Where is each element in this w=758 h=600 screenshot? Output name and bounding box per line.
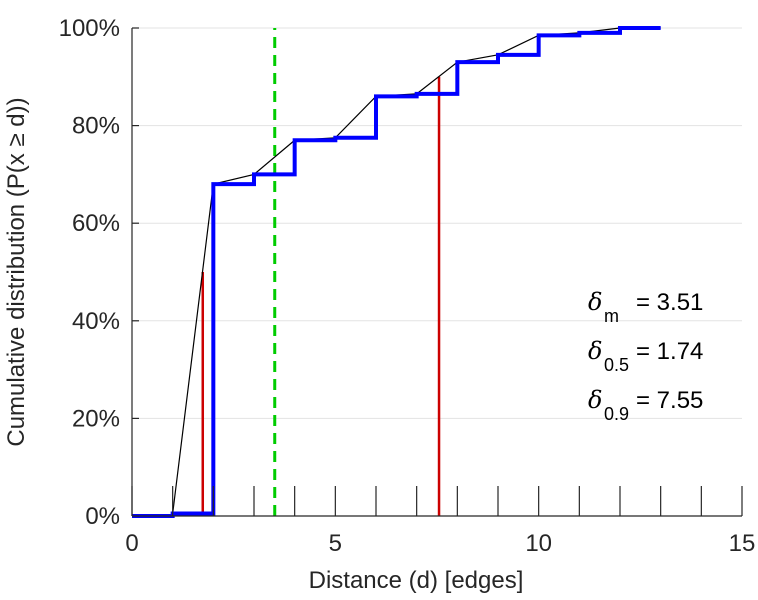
delta-annotations: δ m = 3.51δ 0.5 = 1.74δ 0.9 = 7.55 (588, 288, 703, 424)
series-lines (132, 26, 661, 518)
x-tick-label-1: 5 (329, 530, 342, 557)
annotation-0: δ m = 3.51 (588, 288, 703, 326)
x-tick-label-3: 15 (729, 530, 756, 557)
y-tick-label-5: 100% (59, 15, 120, 42)
annotation-2: δ 0.9 = 7.55 (588, 386, 703, 424)
step-cdf-line (132, 26, 661, 518)
x-tick-label-0: 0 (125, 530, 138, 557)
smooth-cdf-line (172, 27, 661, 514)
y-tick-label-0: 0% (85, 503, 120, 530)
x-axis-title: Distance (d) [edges] (309, 567, 524, 594)
annotation-sub-0: m (604, 306, 619, 326)
marker-lines (201, 28, 441, 516)
annotation-value-2: = 7.55 (636, 387, 703, 414)
tick-labels: 0% 20% 40% 60% 80% 100% 0 5 10 15 (59, 15, 756, 557)
x-tick-label-2: 10 (525, 530, 552, 557)
y-tick-label-2: 40% (72, 308, 120, 335)
y-tick-label-4: 80% (72, 113, 120, 140)
grid-lines (132, 27, 742, 517)
annotation-sub-1: 0.5 (604, 355, 629, 375)
annotation-1: δ 0.5 = 1.74 (588, 337, 703, 375)
annotation-sub-2: 0.9 (604, 404, 629, 424)
y-tick-label-3: 60% (72, 210, 120, 237)
annotation-symbol-2: δ (588, 386, 602, 414)
annotation-symbol-0: δ (588, 288, 602, 316)
annotation-value-0: = 3.51 (636, 289, 703, 316)
axes (131, 27, 743, 517)
y-axis-title: Cumulative distribution (P(x ≥ d)) (3, 97, 30, 446)
annotation-symbol-1: δ (588, 337, 602, 365)
y-tick-label-1: 20% (72, 405, 120, 432)
annotation-value-1: = 1.74 (636, 338, 703, 365)
